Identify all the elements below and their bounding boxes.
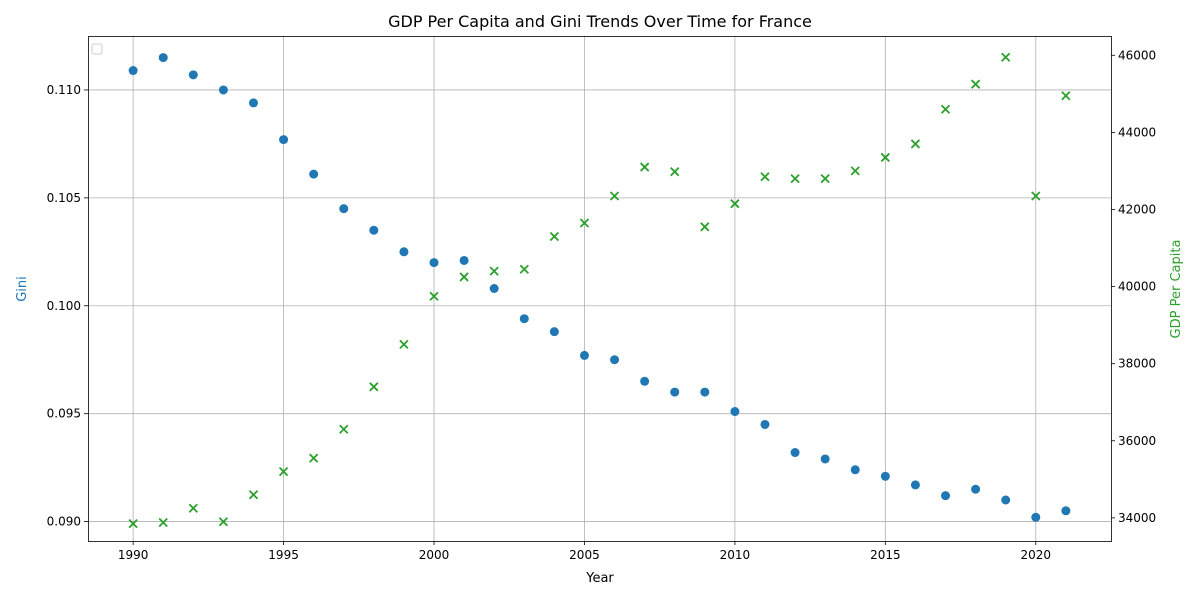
- gini-point: [1001, 495, 1011, 505]
- gini-point: [158, 53, 168, 63]
- gdp-point: [910, 139, 921, 149]
- gdp-point: [218, 517, 229, 527]
- y-right-tick-label: 44000: [1118, 125, 1156, 139]
- gdp-point: [700, 222, 710, 232]
- y-right-tick-label: 40000: [1118, 280, 1156, 294]
- y-axis-right-label: GDP Per Capita: [1169, 240, 1184, 339]
- y-right-tick-label: 34000: [1118, 511, 1156, 525]
- gini-point: [128, 66, 138, 76]
- gdp-point: [549, 231, 560, 242]
- gdp-point: [248, 490, 259, 500]
- gini-point: [1061, 506, 1071, 516]
- gini-point: [429, 258, 439, 268]
- gini-point: [760, 419, 770, 429]
- gdp-point: [128, 519, 138, 529]
- gini-point: [700, 387, 710, 397]
- gdp-point: [1001, 52, 1011, 62]
- x-tick-label: 1995: [268, 548, 299, 562]
- gini-point: [369, 225, 379, 235]
- gdp-point: [730, 199, 740, 209]
- gini-point: [1031, 512, 1041, 522]
- gdp-point: [309, 453, 319, 463]
- gini-point: [820, 454, 830, 464]
- gini-point: [941, 491, 951, 501]
- gdp-point: [790, 173, 800, 184]
- gini-point: [309, 169, 319, 179]
- y-left-tick-label: 0.095: [47, 407, 81, 421]
- gini-point: [339, 204, 349, 214]
- y-right-tick-label: 38000: [1118, 357, 1156, 371]
- gini-point: [279, 135, 289, 145]
- gdp-point: [1031, 191, 1041, 201]
- y-left-tick-label: 0.105: [47, 191, 81, 205]
- gini-point: [730, 407, 740, 417]
- gdp-point: [609, 191, 620, 201]
- gdp-point: [880, 152, 890, 163]
- gdp-point: [940, 104, 951, 114]
- chart-title: GDP Per Capita and Gini Trends Over Time…: [388, 12, 812, 31]
- gdp-point: [1061, 91, 1071, 101]
- gini-point: [549, 327, 559, 337]
- gdp-point: [158, 517, 168, 528]
- gdp-point: [579, 218, 590, 228]
- gdp-point: [760, 172, 770, 182]
- gdp-point: [339, 424, 349, 434]
- gini-point: [971, 484, 981, 494]
- marks-layer: [128, 52, 1071, 529]
- gdp-point: [639, 162, 650, 172]
- y-right-tick-label: 46000: [1118, 48, 1156, 62]
- plot-frame: [88, 36, 1112, 542]
- gini-point: [880, 471, 890, 481]
- gini-point: [248, 98, 258, 108]
- gini-point: [790, 448, 800, 458]
- gini-point: [218, 85, 228, 95]
- gini-point: [459, 255, 469, 265]
- gdp-point: [489, 266, 499, 276]
- y-left-tick-label: 0.090: [47, 515, 81, 529]
- y-axis-left-label: Gini: [15, 276, 30, 302]
- gdp-point: [670, 167, 680, 177]
- gdp-point: [850, 166, 860, 176]
- gini-point: [850, 465, 860, 475]
- y-right-tick-label: 42000: [1118, 202, 1156, 216]
- gdp-point: [188, 503, 198, 513]
- legend-box: [91, 43, 103, 55]
- gini-point: [399, 247, 409, 257]
- gdp-point: [519, 264, 529, 274]
- gini-point: [519, 314, 529, 324]
- gdp-point: [820, 173, 830, 184]
- gini-point: [489, 284, 499, 293]
- x-axis-label: Year: [585, 571, 614, 586]
- y-left-tick-label: 0.100: [47, 299, 81, 313]
- gdp-point: [459, 272, 469, 282]
- gdp-point: [429, 291, 439, 301]
- gini-point: [610, 355, 620, 365]
- gini-point: [640, 376, 650, 386]
- x-tick-label: 2010: [720, 548, 751, 562]
- gini-point: [579, 350, 589, 360]
- grid-layer: [88, 36, 1111, 541]
- gdp-point: [970, 79, 981, 89]
- gdp-point: [369, 382, 379, 392]
- y-left-tick-label: 0.110: [47, 83, 81, 97]
- x-tick-label: 2000: [419, 548, 450, 562]
- y-right-tick-label: 36000: [1118, 434, 1156, 448]
- gini-point: [910, 480, 920, 490]
- x-tick-label: 2020: [1021, 548, 1052, 562]
- x-tick-label: 2015: [870, 548, 901, 562]
- axes-layer: 1990 1995 2000 2005 2010 2015 2020 0.090 0.095 0.…: [47, 48, 1157, 562]
- gdp-point: [278, 466, 289, 477]
- gdp-point: [399, 339, 409, 350]
- gini-point: [670, 387, 680, 397]
- x-tick-label: 2005: [569, 548, 600, 562]
- x-tick-label: 1990: [118, 548, 149, 562]
- gini-point: [188, 70, 198, 80]
